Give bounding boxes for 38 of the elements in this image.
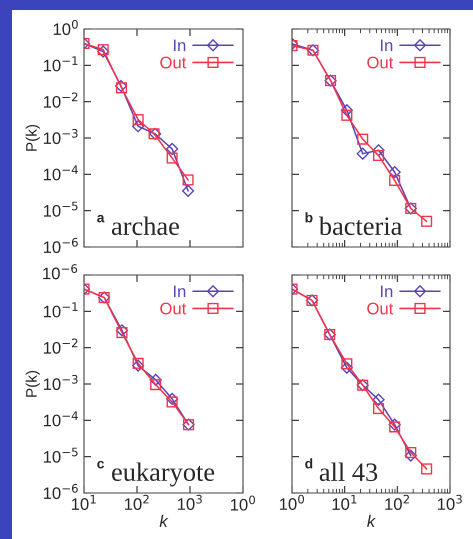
y-axis-title: P(k) — [26, 370, 40, 397]
y-tick-label: 10$^{−5}$ — [44, 202, 78, 217]
x-axis-title: k — [367, 514, 376, 527]
legend-label: In — [380, 286, 392, 298]
annotation: all 43 — [320, 462, 378, 482]
x-tick-label: 10$^{2}$ — [124, 494, 149, 510]
y-tick-label: 10$^{−1}$ — [44, 56, 78, 72]
x-tick-label: 10$^{3}$ — [178, 494, 202, 510]
legend-label: Out — [367, 56, 394, 68]
annotation: archae — [112, 216, 179, 236]
y-tick-label: 10$^{−5}$ — [44, 448, 78, 463]
legend-label: Out — [367, 302, 394, 314]
y-tick-label: 10$^{−2}$ — [44, 92, 78, 108]
annotation: c — [97, 460, 104, 468]
annotation: b — [306, 212, 313, 222]
annotation: bacteria — [318, 216, 402, 236]
x-axis-title: k — [160, 514, 168, 527]
legend-label: In — [174, 40, 186, 52]
legend-label: Out — [160, 302, 186, 314]
y-tick-label: 10$^{−6}$ — [44, 238, 78, 254]
annotation: eukaryote — [112, 462, 214, 486]
y-tick-label: 10$^{−4}$ — [44, 411, 78, 426]
x-tick-label: 10$^{2}$ — [385, 494, 409, 510]
y-tick-label: 10$^{−3}$ — [44, 128, 78, 144]
x-tick-label: 10$^{3}$ — [438, 494, 462, 510]
y-tick-label: 10$^{0}$ — [54, 20, 78, 36]
legend-label: Out — [160, 56, 186, 68]
annotation: d — [305, 458, 312, 468]
y-tick-label: 10$^{−1}$ — [44, 302, 78, 318]
y-tick-label: 10$^{−2}$ — [44, 338, 78, 354]
y-tick-label: 10$^{−4}$ — [44, 165, 78, 180]
y-tick-label: 10$^{−3}$ — [44, 374, 78, 390]
annotation: a — [97, 214, 105, 222]
legend-label: In — [380, 40, 392, 52]
x-tick-label: 10$^{1}$ — [332, 494, 356, 510]
x-tick-label: 10$^{0}$ — [280, 494, 304, 510]
legend-label: In — [174, 286, 186, 298]
y-axis-title: P(k) — [26, 124, 40, 151]
